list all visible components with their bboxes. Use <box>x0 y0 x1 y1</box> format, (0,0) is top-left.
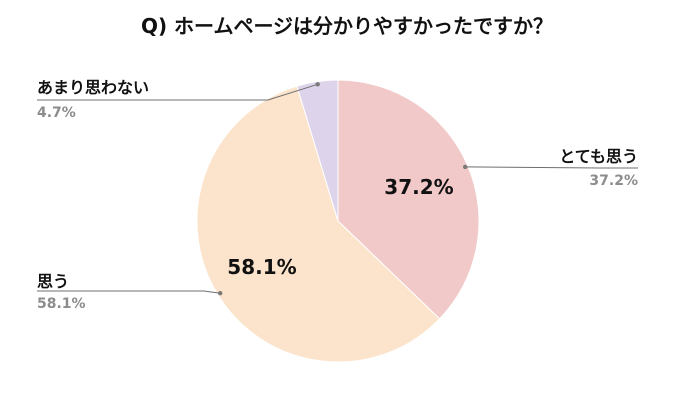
callout-label-1: とても思う <box>559 147 638 166</box>
leader-line-2 <box>37 290 221 294</box>
slice-percent-label-1: 37.2% <box>384 175 453 199</box>
leader-line-1 <box>465 166 638 169</box>
callout-label-2: 思う <box>37 272 69 291</box>
leader-dot-2 <box>217 290 223 296</box>
pie-slice-1 <box>337 79 480 320</box>
leader-dot-3 <box>315 82 320 87</box>
callouts-layer: とても思う 37.2% 思う 58.1% あまり思わない 4.7% <box>37 78 638 312</box>
callout-value-2: 58.1% <box>37 296 86 312</box>
slice-percent-label-2: 58.1% <box>227 255 296 279</box>
callout-label-3: あまり思わない <box>37 78 149 97</box>
leader-dot-1 <box>462 164 468 170</box>
inside-labels-layer: 37.2% 58.1% <box>227 175 453 279</box>
slices-layer <box>196 79 480 363</box>
chart-title: Q) ホームページは分かりやすかったですか？ <box>141 14 553 38</box>
callout-value-3: 4.7% <box>37 105 76 121</box>
callout-value-1: 37.2% <box>589 173 638 189</box>
leader-line-3 <box>37 83 318 101</box>
pie-slice-3 <box>296 79 339 222</box>
pie-slice-2 <box>196 85 441 363</box>
